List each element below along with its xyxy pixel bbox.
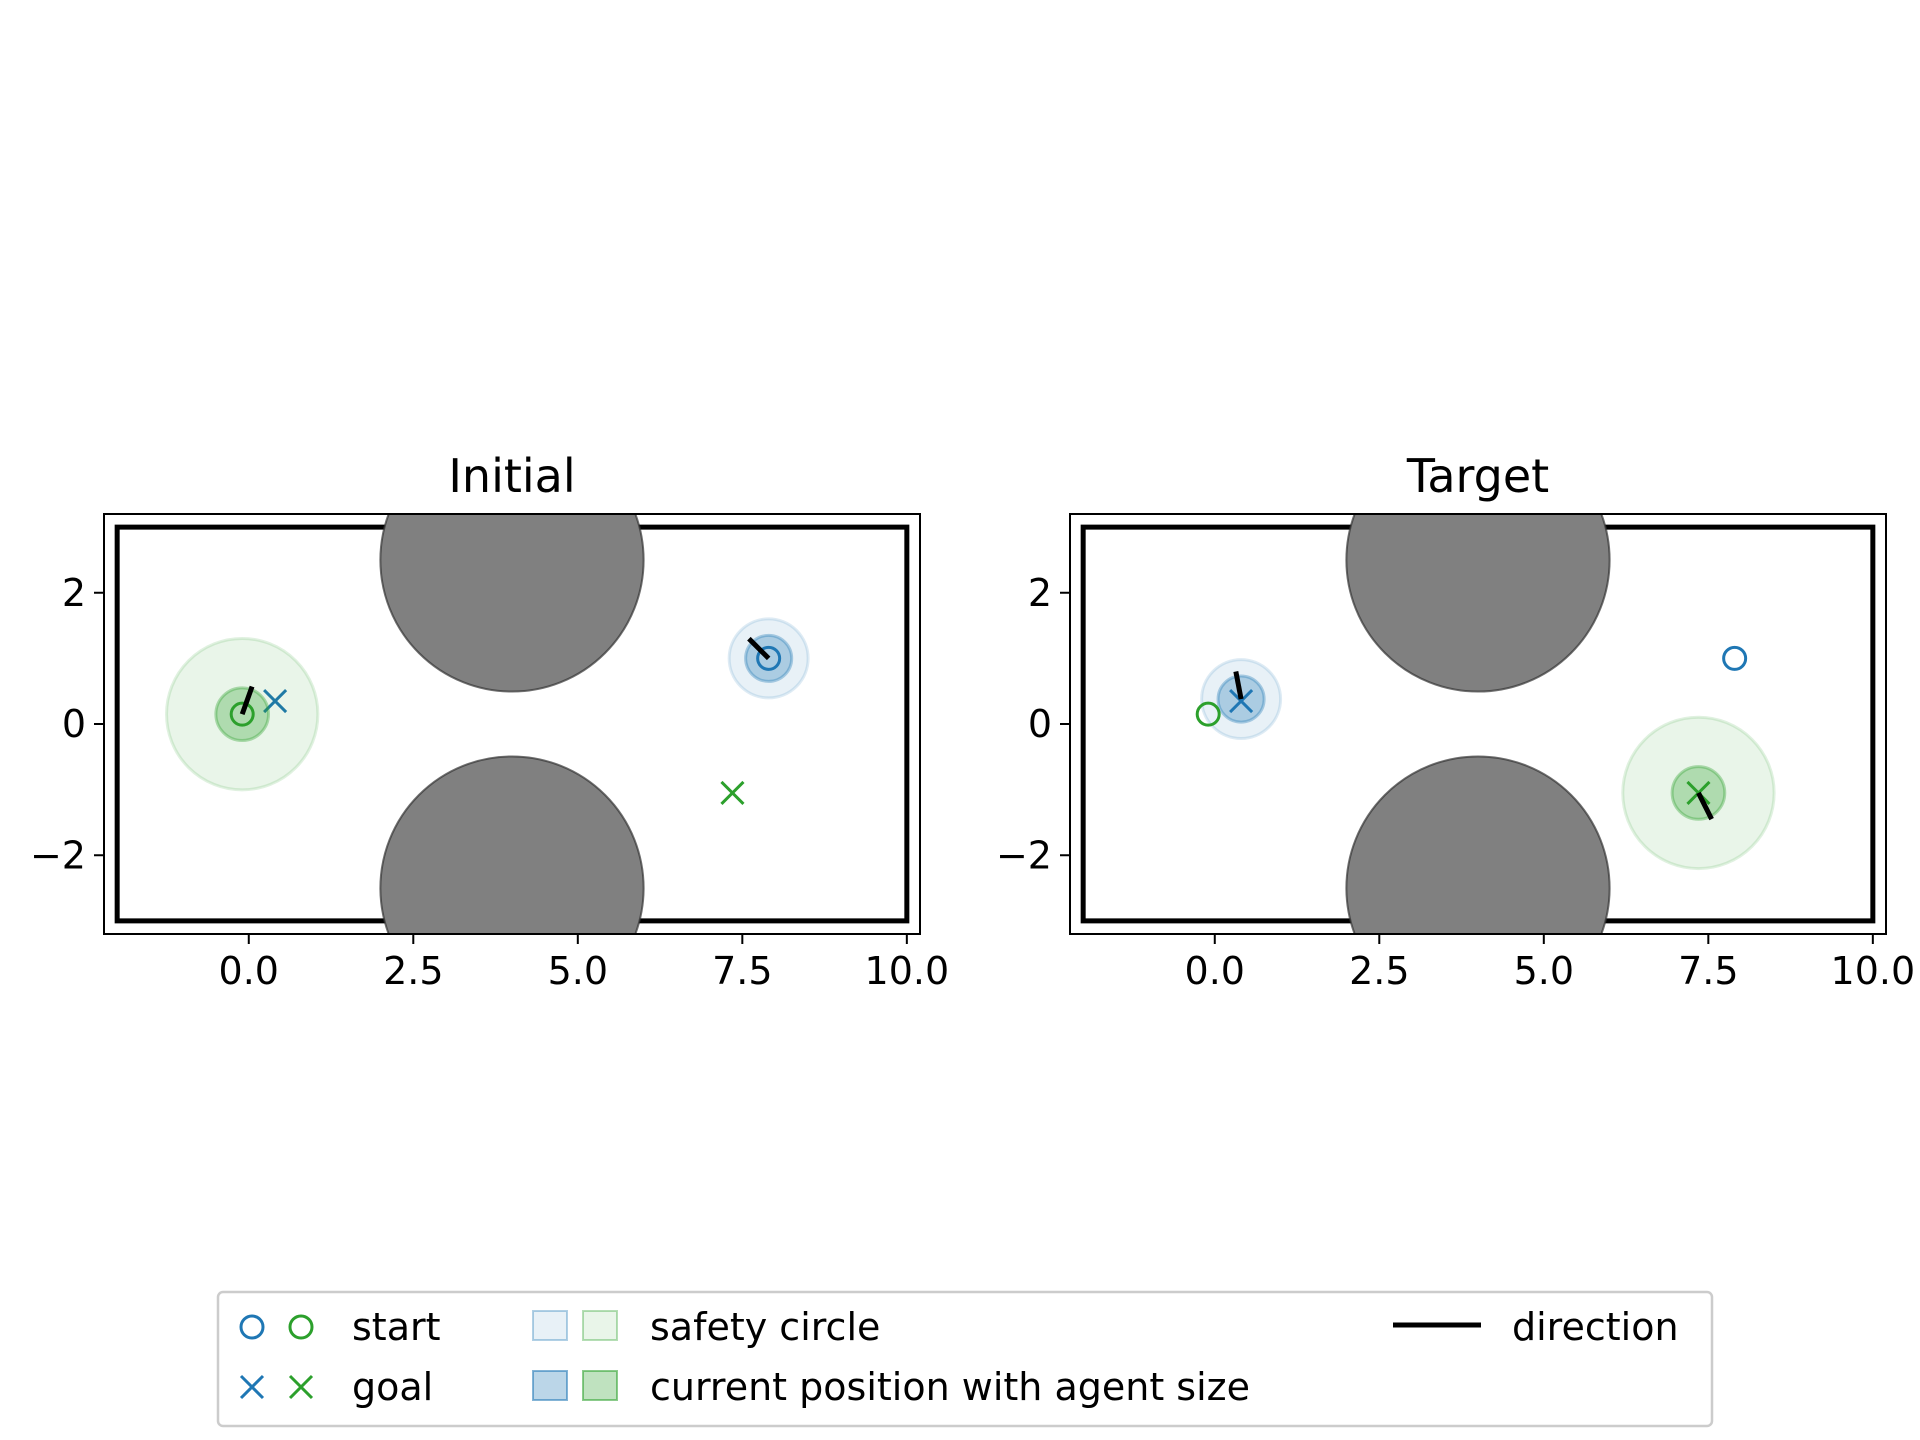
y-tick-label: 2 <box>62 571 86 615</box>
agent-1-start-marker <box>1722 645 1748 671</box>
x-tick-label: 0.0 <box>219 949 279 993</box>
x-tick-label: 2.5 <box>1349 949 1409 993</box>
legend-goal-label: goal <box>352 1365 433 1409</box>
y-tick-label: 0 <box>1028 702 1052 746</box>
legend-current-swatch-agent1 <box>532 1370 568 1401</box>
legend-start-marker-agent1 <box>239 1314 265 1340</box>
agent-2-start-marker <box>229 701 255 727</box>
obstacle-2 <box>379 755 645 934</box>
agent-1-start-marker <box>756 645 782 671</box>
y-tick-label: 0 <box>62 702 86 746</box>
legend-current-label: current position with agent size <box>650 1365 1250 1409</box>
plot-area <box>114 514 910 934</box>
legend-goal-markers <box>239 1374 314 1400</box>
x-tick-label: 5.0 <box>548 949 608 993</box>
x-tick-label: 5.0 <box>1514 949 1574 993</box>
legend-safety-swatch-agent2 <box>582 1310 618 1341</box>
legend-goal-marker-agent2 <box>288 1374 314 1400</box>
panel-title: Target <box>1406 449 1549 503</box>
legend-start-markers <box>239 1314 314 1340</box>
agent-2-goal-marker <box>720 780 745 805</box>
legend: start goal safety circle current positio… <box>216 1290 1714 1428</box>
legend-current-swatches <box>532 1370 618 1401</box>
agent-2-goal-marker <box>1686 780 1711 805</box>
agent-1-direction-line <box>747 636 771 661</box>
agent-2-start-marker <box>1195 701 1221 727</box>
x-tick-label: 7.5 <box>1678 949 1738 993</box>
x-tick-label: 2.5 <box>383 949 443 993</box>
agent-1-goal-marker <box>1229 688 1254 714</box>
legend-safety-label: safety circle <box>650 1305 880 1349</box>
x-tick-label: 0.0 <box>1185 949 1245 993</box>
legend-start-label: start <box>352 1305 441 1349</box>
legend-goal-marker-agent1 <box>239 1374 265 1400</box>
legend-frame <box>216 1290 1714 1428</box>
agent-1-direction-line <box>1233 671 1244 700</box>
legend-safety-swatches <box>532 1310 618 1341</box>
x-tick-label: 10.0 <box>1831 949 1916 993</box>
legend-direction-label: direction <box>1512 1305 1679 1349</box>
panel-initial: Initial 0.0 2.5 5.0 7.5 10.0 2 0 −2 <box>30 449 950 993</box>
panel-target: Target 0.0 2.5 5.0 7.5 10.0 2 0 −2 <box>996 449 1916 993</box>
obstacle-1 <box>379 514 645 693</box>
panel-title: Initial <box>448 449 575 503</box>
legend-start-marker-agent2 <box>288 1314 314 1340</box>
y-tick-label: −2 <box>996 833 1052 877</box>
x-tick-label: 10.0 <box>865 949 950 993</box>
agent-2-direction-line <box>239 685 255 715</box>
obstacle-2 <box>1345 755 1611 934</box>
y-tick-label: −2 <box>30 833 86 877</box>
obstacle-1 <box>1345 514 1611 693</box>
y-tick-label: 2 <box>1028 571 1052 615</box>
legend-safety-swatch-agent1 <box>532 1310 568 1341</box>
x-tick-label: 7.5 <box>712 949 772 993</box>
plot-area <box>1080 514 1876 934</box>
agent-1-goal-marker <box>263 688 288 714</box>
legend-current-swatch-agent2 <box>582 1370 618 1401</box>
agent-2-direction-line <box>1696 791 1714 821</box>
